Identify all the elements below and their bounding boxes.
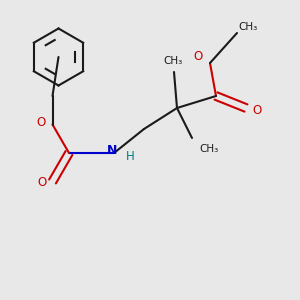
Text: O: O — [193, 50, 203, 63]
Text: CH₃: CH₃ — [200, 144, 219, 154]
Text: CH₃: CH₃ — [238, 22, 258, 32]
Text: O: O — [38, 176, 47, 190]
Text: CH₃: CH₃ — [163, 56, 182, 66]
Text: O: O — [37, 116, 46, 130]
Text: H: H — [126, 149, 135, 163]
Text: O: O — [253, 104, 262, 118]
Text: N: N — [107, 144, 118, 157]
